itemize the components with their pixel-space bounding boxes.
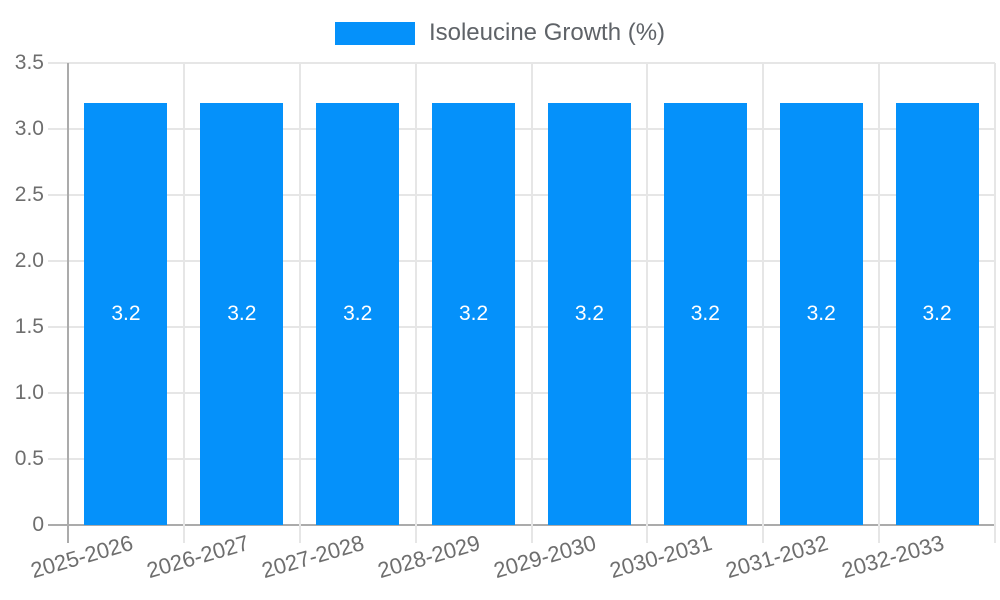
x-category-label: 2026-2027 (143, 530, 252, 584)
y-gridline (48, 326, 995, 328)
bar: 3.2 (200, 102, 284, 525)
y-gridline (48, 128, 995, 130)
x-gridline (298, 63, 301, 543)
bar-value-label: 3.2 (574, 301, 605, 325)
chart-legend[interactable]: Isoleucine Growth (%) (0, 19, 1000, 47)
y-gridline (48, 194, 995, 196)
y-tick-label: 3.0 (14, 117, 44, 140)
x-category-label: 2031-2032 (722, 530, 831, 584)
bar: 3.2 (895, 102, 979, 525)
bar: 3.2 (316, 102, 400, 525)
x-category-label: 2027-2028 (259, 530, 368, 584)
x-category-label: 2030-2031 (606, 530, 715, 584)
y-tick-label: 0 (32, 513, 44, 536)
bar: 3.2 (779, 102, 863, 525)
x-gridline (646, 63, 649, 543)
x-axis-line (48, 524, 995, 526)
bar: 3.2 (432, 102, 516, 525)
y-gridline (48, 392, 995, 394)
y-tick-label: 1.5 (14, 315, 44, 338)
y-tick-label: 2.5 (14, 183, 44, 206)
bar-value-label: 3.2 (922, 301, 952, 325)
x-gridline (994, 63, 996, 543)
x-category-label: 2025-2026 (27, 530, 136, 584)
bar-value-label: 3.2 (690, 301, 720, 325)
y-tick-label: 1.0 (14, 381, 44, 404)
x-gridline (414, 63, 417, 543)
y-gridline (48, 458, 995, 460)
bar: 3.2 (547, 102, 631, 525)
x-gridline (762, 63, 765, 543)
x-category-label: 2028-2029 (375, 530, 484, 584)
bar-value-label: 3.2 (227, 301, 257, 325)
bar-value-label: 3.2 (458, 301, 489, 325)
bar: 3.2 (84, 102, 168, 525)
bar-value-label: 3.2 (111, 301, 141, 325)
legend-label: Isoleucine Growth (%) (428, 19, 666, 46)
x-gridline (182, 63, 185, 543)
x-gridline (530, 63, 533, 543)
y-gridline (48, 260, 995, 262)
x-category-label: 2032-2033 (838, 530, 947, 584)
x-category-label: 2029-2030 (491, 530, 600, 584)
bar-value-label: 3.2 (343, 301, 373, 325)
y-tick-label: 0.5 (14, 447, 44, 470)
legend-swatch (334, 21, 415, 45)
bar: 3.2 (663, 102, 747, 525)
y-gridline (48, 62, 995, 64)
y-axis-line (67, 63, 69, 543)
y-tick-label: 3.5 (14, 51, 44, 74)
y-tick-label: 2.0 (14, 249, 44, 272)
bar-value-label: 3.2 (806, 301, 836, 325)
x-gridline (878, 63, 881, 543)
